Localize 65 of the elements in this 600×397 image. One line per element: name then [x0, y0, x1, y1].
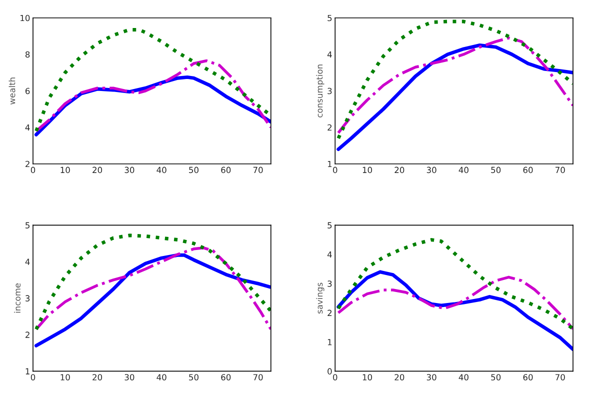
x-tick-label: 40 [156, 374, 166, 380]
y-tick-label: 2 [26, 160, 30, 168]
y-tick-label: 6 [26, 88, 30, 94]
y-tick-label: 10 [20, 14, 30, 22]
y-tick-label: 8 [25, 51, 30, 58]
y-tick-label: 4 [25, 124, 30, 131]
x-tick-label: 70 [556, 166, 565, 174]
x-tick-label: 70 [253, 374, 263, 380]
x-tick-label: 10 [362, 166, 372, 174]
y-tick-label: 4 [25, 258, 30, 265]
line-series [336, 20, 573, 140]
y-axis-title: wealth [8, 78, 16, 104]
y-tick-label: 2 [328, 310, 332, 316]
y-tick-label: 3 [328, 280, 332, 287]
x-tick-label: 60 [523, 374, 533, 380]
x-tick-label: 30 [124, 374, 134, 380]
x-tick-label: 10 [362, 374, 372, 380]
x-tick-label: 70 [556, 374, 565, 380]
x-tick-label: 10 [60, 166, 70, 174]
x-tick-label: 60 [221, 374, 231, 380]
x-tick-label: 40 [156, 166, 166, 174]
line-series [34, 59, 271, 132]
x-tick-label: 0 [333, 374, 338, 380]
x-tick-label: 30 [124, 166, 134, 174]
line-series [336, 276, 573, 330]
x-tick-label: 50 [189, 374, 198, 380]
x-tick-label: 20 [92, 166, 102, 174]
y-tick-label: 2 [328, 124, 332, 131]
x-tick-label: 50 [491, 374, 501, 380]
y-tick-label: 1 [328, 339, 332, 346]
y-axis-title: consumption [316, 64, 324, 118]
line-series [34, 253, 271, 348]
x-tick-label: 20 [92, 374, 102, 380]
y-tick-label: 0 [328, 368, 332, 374]
x-tick-label: 20 [394, 374, 404, 380]
x-tick-label: 70 [253, 166, 263, 174]
y-axis-title: income [14, 283, 21, 313]
x-tick-label: 0 [30, 166, 36, 174]
y-tick-label: 5 [328, 14, 332, 22]
x-tick-label: 40 [458, 166, 468, 174]
x-tick-label: 0 [333, 166, 338, 174]
x-tick-label: 50 [491, 166, 501, 174]
x-tick-label: 30 [426, 374, 436, 380]
x-tick-label: 50 [189, 166, 198, 174]
y-tick-label: 5 [328, 222, 332, 228]
y-tick-label: 5 [26, 222, 30, 228]
y-tick-label: 2 [26, 332, 30, 338]
x-tick-label: 30 [426, 166, 436, 174]
line-series [336, 36, 573, 134]
x-tick-label: 60 [523, 166, 533, 174]
y-tick-label: 3 [328, 88, 332, 94]
y-tick-label: 4 [327, 51, 332, 58]
x-tick-label: 10 [60, 374, 70, 380]
x-tick-label: 40 [458, 374, 468, 380]
y-tick-label: 3 [26, 295, 30, 302]
x-tick-label: 20 [394, 166, 404, 174]
x-tick-label: 60 [221, 166, 231, 174]
y-tick-label: 1 [328, 160, 332, 168]
line-series [34, 28, 271, 133]
x-tick-label: 0 [30, 374, 36, 380]
line-series [336, 238, 573, 331]
y-axis-title: savings [316, 282, 324, 314]
y-tick-label: 4 [327, 251, 332, 258]
line-series [336, 44, 573, 152]
y-tick-label: 1 [26, 368, 30, 374]
